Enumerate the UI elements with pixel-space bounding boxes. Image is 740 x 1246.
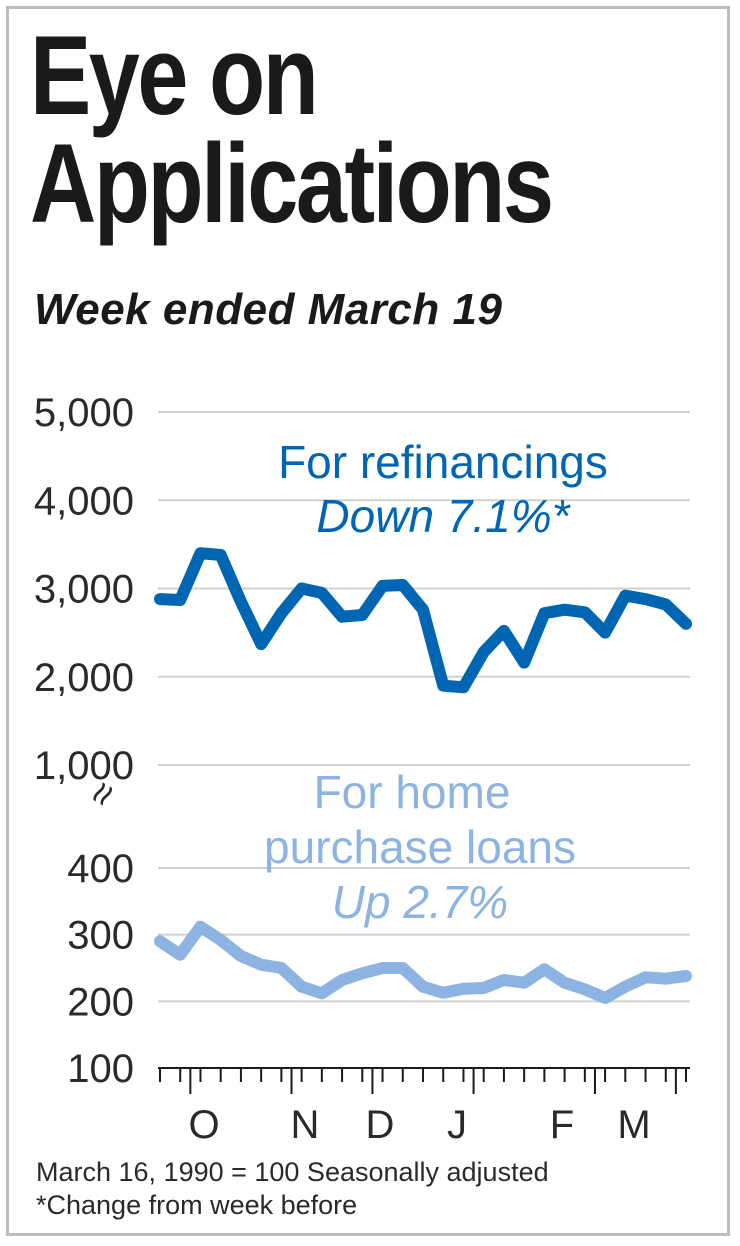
chart-title: Eye on Applications xyxy=(30,13,554,246)
x-month-label: M xyxy=(617,1103,650,1147)
y-tick-label: 100 xyxy=(67,1047,134,1091)
refi-label: For refinancings xyxy=(278,436,608,488)
y-tick-label: 400 xyxy=(67,847,134,891)
series-line-purchase-loans xyxy=(154,920,692,1004)
refi-change-label: Down 7.1%* xyxy=(316,490,571,542)
purchase-change-label: Up 2.7% xyxy=(332,876,508,928)
purchase-label-line1: For home xyxy=(314,766,511,818)
footnote-index: March 16, 1990 = 100 Seasonally adjusted xyxy=(36,1157,549,1187)
y-tick-label: 3,000 xyxy=(34,568,134,612)
y-tick-label: 5,000 xyxy=(34,391,134,435)
y-tick-label: 2,000 xyxy=(34,656,134,700)
y-tick-label: 300 xyxy=(67,914,134,958)
x-month-label: J xyxy=(447,1103,467,1147)
y-tick-label: 200 xyxy=(67,980,134,1024)
footnote-change: *Change from week before xyxy=(36,1190,358,1220)
x-month-label: N xyxy=(291,1103,320,1147)
x-month-label: F xyxy=(550,1103,574,1147)
x-month-label: O xyxy=(188,1103,219,1147)
x-month-label: D xyxy=(366,1103,395,1147)
y-tick-label: 1,000 xyxy=(34,744,134,788)
x-ticks xyxy=(159,1068,687,1094)
series-line-refinancings xyxy=(154,547,692,694)
y-tick-labels: 5,000 4,000 3,000 2,000 1,000 400 300 200 100 xyxy=(34,391,134,1091)
y-tick-label: 4,000 xyxy=(34,479,134,523)
chart-subtitle: Week ended March 19 xyxy=(34,285,503,334)
purchase-label-line2: purchase loans xyxy=(264,821,576,873)
